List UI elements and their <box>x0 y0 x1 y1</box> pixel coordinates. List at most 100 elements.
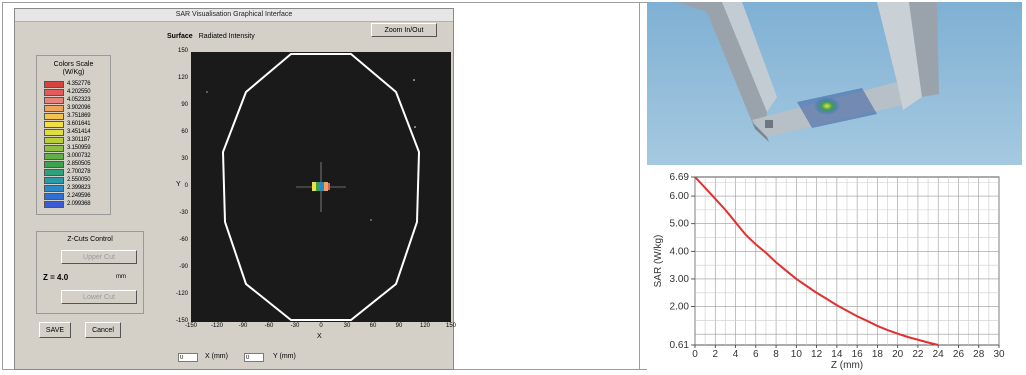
color-swatch <box>44 112 64 120</box>
sar-measurement-grid <box>797 88 877 128</box>
surface-label: Surface Radiated Intensity <box>167 33 255 40</box>
plot-y-tick-label: 60 <box>181 129 188 135</box>
sar-x-axis-label: Z (mm) <box>831 360 863 370</box>
x-coordinate-label: X (mm) <box>205 353 228 360</box>
color-swatch <box>44 192 64 200</box>
color-scale-value: 2.550050 <box>67 177 91 183</box>
color-swatch <box>44 128 64 136</box>
color-swatch <box>44 144 64 152</box>
color-swatch <box>44 200 64 208</box>
plot-x-tick-label: -60 <box>264 323 274 329</box>
sar-x-tick-label: 12 <box>811 349 823 360</box>
plot-x-tick-label: 30 <box>343 323 351 329</box>
color-scale-row: 3.451414 <box>44 128 91 136</box>
sar-x-tick-label: 14 <box>831 349 843 360</box>
upper-cut-button[interactable]: Upper Cut <box>61 250 137 264</box>
sar-x-tick-label: 24 <box>933 349 945 360</box>
color-swatch <box>44 152 64 160</box>
color-scale-row: 3.301187 <box>44 136 90 144</box>
color-swatch <box>44 88 64 96</box>
color-swatch <box>44 120 64 128</box>
z-cuts-control: Z-Cuts Control Upper Cut Z = 4.0 mm Lowe… <box>36 231 144 314</box>
color-scale-row: 3.150959 <box>44 144 91 152</box>
color-scale-value: 3.150959 <box>67 145 91 151</box>
color-scale-row: 2.249596 <box>44 192 91 200</box>
sar-y-tick-label: 0.61 <box>670 340 690 351</box>
color-scale-value: 3.902096 <box>67 105 91 111</box>
zoom-in-out-button[interactable]: Zoom In/Out <box>371 23 437 37</box>
sar-y-tick-label: 6.69 <box>670 172 690 183</box>
sar-surface-plot[interactable] <box>191 52 451 322</box>
plot-noise-dot <box>413 79 415 81</box>
plot-x-tick-label: 150 <box>445 323 456 329</box>
color-scale-value: 4.052323 <box>67 97 91 103</box>
sar-y-tick-label: 5.00 <box>670 219 690 230</box>
color-scale-value: 2.700278 <box>67 169 91 175</box>
color-scale-row: 2.550050 <box>44 176 91 184</box>
lower-cut-button[interactable]: Lower Cut <box>61 290 137 304</box>
color-scale-unit: (W/Kg) <box>62 69 85 76</box>
sar-x-tick-label: 4 <box>733 349 739 360</box>
sar-x-tick-label: 10 <box>791 349 803 360</box>
plot-y-tick-label: -120 <box>175 291 188 297</box>
color-scale-value: 3.000732 <box>67 153 91 159</box>
sar-visualisation-window: SAR Visualisation Graphical Interface Zo… <box>14 8 456 370</box>
save-button[interactable]: SAVE <box>39 322 71 338</box>
color-scale-value: 3.751869 <box>67 113 91 119</box>
color-scale-row: 3.902096 <box>44 104 91 112</box>
color-scale-row: 4.202550 <box>44 88 91 96</box>
plot-x-tick-label: 0 <box>319 323 323 329</box>
color-scale-title: Colors Scale (W/Kg) <box>37 61 110 77</box>
plot-x-tick-label: 90 <box>395 323 403 329</box>
sar-x-tick-label: 30 <box>993 349 1005 360</box>
cancel-button[interactable]: Cancel <box>85 322 121 338</box>
plot-x-tick-label: -30 <box>290 323 300 329</box>
plot-y-tick-label: 150 <box>177 48 188 54</box>
sar-x-tick-label: 22 <box>912 349 924 360</box>
plot-noise-dot <box>370 219 372 221</box>
color-scale-value: 2.850505 <box>67 161 91 167</box>
color-scale-row: 2.099368 <box>44 200 91 208</box>
plot-y-tick-label: 120 <box>177 75 188 81</box>
phantom-3d-render <box>647 2 1022 165</box>
color-swatch <box>44 184 64 192</box>
sar-x-tick-label: 8 <box>773 349 779 360</box>
z-value-readout: Z = 4.0 <box>43 273 68 282</box>
color-scale-value: 2.249596 <box>67 193 91 199</box>
z-value: 4.0 <box>57 273 69 282</box>
color-swatch <box>44 176 64 184</box>
surface-title: Surface <box>167 33 193 40</box>
plot-y-tick-label: -90 <box>179 264 188 270</box>
color-scale-value: 4.352776 <box>67 81 91 87</box>
sar-x-tick-label: 18 <box>872 349 884 360</box>
sar-y-tick-label: 6.00 <box>670 191 690 202</box>
sar-x-tick-label: 26 <box>953 349 965 360</box>
color-scale-row: 2.850505 <box>44 160 91 168</box>
color-swatch <box>44 168 64 176</box>
sar-y-axis-label: SAR (W/kg) <box>653 235 664 288</box>
plot-y-label: Y <box>176 181 181 188</box>
panel-divider <box>639 3 640 369</box>
color-scale-legend: 4.352776 4.202550 4.052323 3.902096 3.751869… <box>44 80 91 208</box>
x-coordinate-input[interactable] <box>178 353 198 362</box>
sar-x-tick-label: 6 <box>753 349 759 360</box>
sar-x-tick-label: 20 <box>892 349 904 360</box>
color-scale-row: 4.352776 <box>44 80 91 88</box>
sar-y-tick-label: 4.00 <box>670 246 690 257</box>
color-scale-value: 2.399823 <box>67 185 91 191</box>
plot-y-tick-label: -150 <box>175 318 188 324</box>
sar-x-tick-label: 2 <box>712 349 718 360</box>
plot-y-tick-label: 0 <box>184 183 188 189</box>
color-swatch <box>44 96 64 104</box>
color-scale-value: 3.451414 <box>67 129 91 135</box>
holder-slot <box>765 120 773 128</box>
y-coordinate-input[interactable] <box>244 353 264 362</box>
color-swatch <box>44 80 64 88</box>
z-unit: mm <box>116 274 126 280</box>
color-swatch <box>44 136 64 144</box>
plot-x-label: X <box>317 333 322 340</box>
z-label: Z = <box>43 273 58 282</box>
y-coordinate-label: Y (mm) <box>273 353 296 360</box>
color-scale-value: 3.301187 <box>67 137 90 143</box>
color-scale-value: 4.202550 <box>67 89 91 95</box>
